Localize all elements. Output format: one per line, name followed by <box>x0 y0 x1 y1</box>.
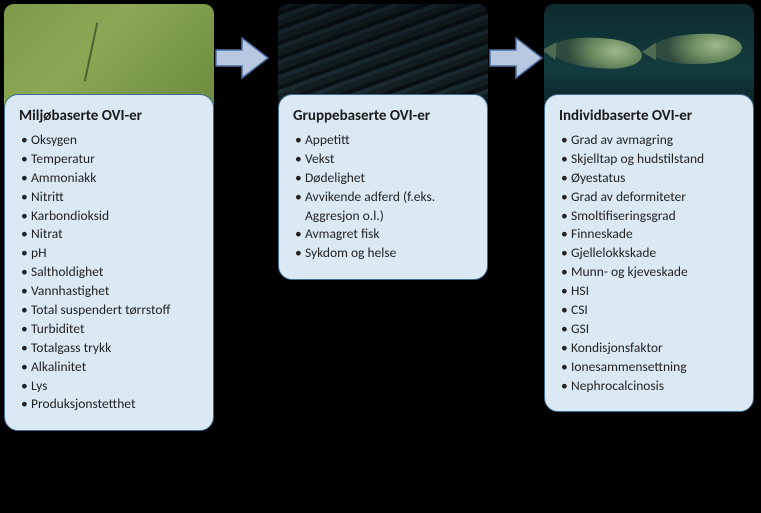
list-environment: Oksygen Temperatur Ammoniakk Nitritt Kar… <box>19 131 199 414</box>
list-item: Ionesammensettning <box>561 358 739 377</box>
list-item: Vannhastighet <box>21 282 199 301</box>
list-item: Skjelltap og hudstilstand <box>561 150 739 169</box>
list-item: CSI <box>561 301 739 320</box>
card-group: Gruppebaserte OVI-er Appetitt Vekst Døde… <box>278 94 488 280</box>
stage-environment: Miljøbaserte OVI-er Oksygen Temperatur A… <box>4 4 214 431</box>
list-item: Saltholdighet <box>21 263 199 282</box>
list-item: Øyestatus <box>561 169 739 188</box>
list-item: Appetitt <box>295 131 473 150</box>
list-item: Avvikende adferd (f.eks. Aggresjon o.l.) <box>295 188 473 226</box>
list-item: Grad av avmagring <box>561 131 739 150</box>
list-item: Ammoniakk <box>21 169 199 188</box>
list-item: Finneskade <box>561 225 739 244</box>
list-item: HSI <box>561 282 739 301</box>
stage-individual: Individbaserte OVI-er Grad av avmagring … <box>544 4 754 412</box>
card-environment: Miljøbaserte OVI-er Oksygen Temperatur A… <box>4 94 214 431</box>
fish-icon <box>654 32 743 65</box>
arrow-1-icon <box>214 36 270 80</box>
list-item: Munn- og kjeveskade <box>561 263 739 282</box>
list-item: Gjellelokkskade <box>561 244 739 263</box>
list-item: Vekst <box>295 150 473 169</box>
stage-group: Gruppebaserte OVI-er Appetitt Vekst Døde… <box>278 4 488 280</box>
list-item: Nephrocalcinosis <box>561 377 739 396</box>
arrow-2-icon <box>488 36 544 80</box>
list-item: Sykdom og helse <box>295 244 473 263</box>
list-item: Total suspendert tørrstoff <box>21 301 199 320</box>
card-title-environment: Miljøbaserte OVI-er <box>19 107 199 125</box>
list-item: Karbondioksid <box>21 207 199 226</box>
list-item: Smoltifiseringsgrad <box>561 207 739 226</box>
arrow-shape <box>216 38 268 78</box>
card-title-group: Gruppebaserte OVI-er <box>293 107 473 125</box>
list-item: GSI <box>561 320 739 339</box>
card-title-individual: Individbaserte OVI-er <box>559 107 739 125</box>
list-item: Alkalinitet <box>21 358 199 377</box>
list-item: Nitritt <box>21 188 199 207</box>
list-item: Lys <box>21 377 199 396</box>
list-item: Produksjonstetthet <box>21 395 199 414</box>
list-group: Appetitt Vekst Dødelighet Avvikende adfe… <box>293 131 473 263</box>
list-item: Avmagret fisk <box>295 225 473 244</box>
list-item: Grad av deformiteter <box>561 188 739 207</box>
list-item: Dødelighet <box>295 169 473 188</box>
list-item: Turbiditet <box>21 320 199 339</box>
list-item: Oksygen <box>21 131 199 150</box>
list-item: Temperatur <box>21 150 199 169</box>
list-item: Totalgass trykk <box>21 339 199 358</box>
list-individual: Grad av avmagring Skjelltap og hudstilst… <box>559 131 739 395</box>
card-individual: Individbaserte OVI-er Grad av avmagring … <box>544 94 754 412</box>
arrow-shape <box>490 38 542 78</box>
list-item: Nitrat <box>21 225 199 244</box>
fish-icon <box>553 35 643 71</box>
list-item: Kondisjonsfaktor <box>561 339 739 358</box>
list-item: pH <box>21 244 199 263</box>
